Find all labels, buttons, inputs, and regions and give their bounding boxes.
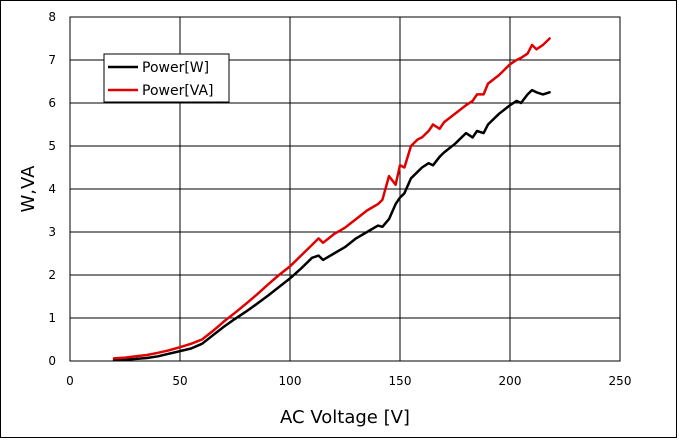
gridlines — [70, 17, 620, 361]
x-axis-label: AC Voltage [V] — [280, 407, 410, 428]
x-tick-label: 0 — [66, 374, 74, 388]
legend-label-power-va: Power[VA] — [142, 83, 214, 99]
series-line-power-va — [112, 37, 551, 360]
series-line-power-w — [112, 88, 551, 362]
y-axis-label: W,VA — [18, 165, 39, 213]
x-tick-label: 250 — [609, 374, 632, 388]
legend-box — [103, 53, 230, 103]
series-lines — [112, 37, 551, 362]
y-tick-label: 5 — [48, 139, 56, 153]
x-tick-label: 50 — [172, 374, 187, 388]
y-tick-label: 4 — [48, 182, 56, 196]
x-tick-label: 200 — [499, 374, 522, 388]
y-tick-label: 6 — [48, 96, 56, 110]
tick-labels: 0 50 100 150 200 250 0 1 2 3 4 5 6 7 8 — [48, 10, 631, 388]
x-tick-label: 100 — [279, 374, 302, 388]
legend-label-power-w: Power[W] — [142, 60, 209, 76]
y-tick-label: 0 — [48, 354, 56, 368]
legend: Power[W] Power[VA] — [103, 53, 230, 103]
y-tick-label: 7 — [48, 53, 56, 67]
y-tick-label: 8 — [48, 10, 56, 24]
y-tick-label: 3 — [48, 225, 56, 239]
x-tick-label: 150 — [389, 374, 412, 388]
y-tick-label: 2 — [48, 268, 56, 282]
y-tick-label: 1 — [48, 311, 56, 325]
